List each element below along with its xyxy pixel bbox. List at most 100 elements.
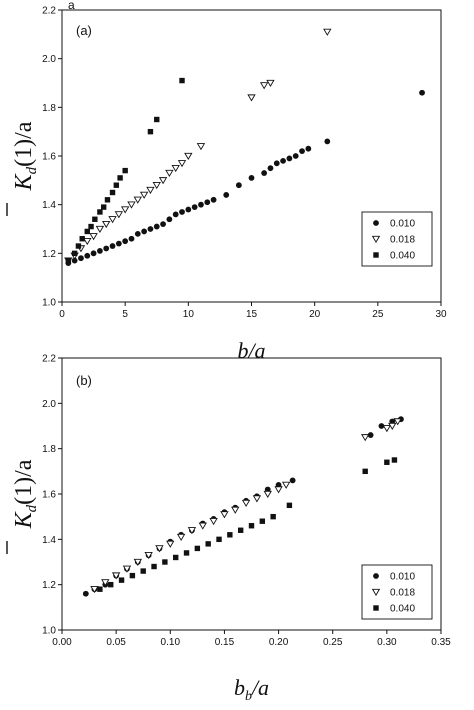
data-point-square (109, 189, 116, 196)
data-point-circle (103, 245, 110, 252)
data-point-square (65, 257, 72, 264)
data-point-circle (292, 153, 299, 159)
y-tick-label: 2.2 (42, 354, 56, 365)
y-tick-label: 1.6 (42, 152, 56, 163)
data-point-circle (280, 157, 286, 164)
data-point-triangle-down (231, 506, 240, 514)
data-point-triangle-down (281, 481, 291, 489)
data-point-triangle-down (220, 511, 229, 519)
x-tick-label: 0.25 (323, 637, 343, 648)
y-axis-title-group: Kd(1)/a (6, 121, 40, 216)
data-point-triangle-down (133, 558, 142, 566)
y-tick-label: 2.2 (42, 6, 56, 17)
data-point-square (179, 77, 185, 84)
data-point-circle (122, 238, 129, 245)
data-point-square (129, 572, 136, 579)
data-point-triangle-down (152, 182, 161, 190)
y-tick-label: 1.2 (42, 580, 56, 591)
data-point-triangle-down (184, 152, 193, 160)
data-point-circle (71, 257, 78, 264)
y-tick-label: 1.2 (42, 249, 56, 260)
data-point-square (173, 554, 179, 561)
data-point-triangle-down (120, 206, 130, 214)
x-tick-label: 0.20 (269, 637, 289, 648)
data-point-square (286, 502, 293, 509)
data-point-triangle-down (263, 490, 272, 498)
x-tick-label: 15 (246, 309, 258, 320)
x-axis-title: bb/a (234, 675, 269, 704)
legend: 0.010 0.018 0.040 (361, 211, 433, 267)
data-point-square (97, 586, 103, 592)
data-point-circle (134, 230, 141, 237)
chart-panel-b: 0.00 0.05 0.10 0.15 0.20 0.25 0.30 0.35 1.0 1.2 1.… (6, 354, 451, 704)
data-point-circle (141, 228, 148, 235)
x-tick-label: 0.15 (215, 637, 235, 648)
legend-label: 0.040 (390, 251, 415, 262)
series-0.040 (65, 77, 185, 264)
data-point-triangle-down (155, 545, 164, 553)
data-point-circle (90, 250, 97, 257)
data-point-square (71, 250, 78, 257)
data-point-triangle-down (196, 143, 206, 151)
x-tick-label: 10 (183, 309, 195, 320)
data-point-triangle-down (165, 169, 174, 177)
data-point-circle (273, 160, 280, 167)
figure-tag: a (68, 0, 75, 12)
x-axis-title-sub: b (245, 689, 252, 704)
legend-marker-square (373, 252, 379, 258)
legend-marker-circle (373, 220, 379, 226)
data-point-triangle-down (122, 565, 132, 573)
data-point-circle (84, 252, 91, 259)
data-point-triangle-down (158, 177, 168, 185)
series-0.010 (65, 89, 425, 266)
legend-label: 0.018 (390, 588, 415, 599)
y-tick-label: 1.8 (42, 444, 56, 455)
data-point-triangle-down (187, 527, 197, 535)
y-axis-title-main: K (11, 510, 37, 529)
data-point-circle (367, 432, 374, 438)
data-point-square (104, 197, 111, 203)
y-tick-label: 1.6 (42, 490, 56, 501)
data-point-triangle-down (388, 422, 397, 430)
data-point-square (237, 527, 244, 533)
legend-marker-triangle-down (371, 588, 381, 596)
data-point-square (122, 167, 128, 174)
data-point-circle (289, 477, 296, 484)
data-point-triangle-down (111, 572, 121, 580)
x-axis-title-tail: /a (250, 675, 269, 700)
data-point-circle (147, 226, 154, 232)
y-axis-title-main: K (11, 172, 37, 191)
data-point-triangle-down (171, 164, 180, 173)
data-point-circle (166, 216, 173, 223)
legend: 0.010 0.018 0.040 (361, 564, 433, 620)
x-axis-title-main: b/a (237, 338, 265, 363)
series-0.018 (90, 418, 402, 594)
x-tick-label: 0.05 (106, 637, 126, 648)
data-point-circle (210, 196, 217, 203)
data-point-circle (419, 89, 425, 96)
data-point-circle (223, 192, 230, 198)
x-tick-label: 0.30 (377, 637, 397, 648)
data-point-square (97, 209, 103, 215)
data-point-triangle-down (139, 191, 149, 199)
data-point-circle (235, 182, 242, 189)
data-point-circle (128, 235, 135, 242)
data-point-square (205, 541, 211, 547)
data-point-square (194, 545, 201, 552)
legend-marker-square (373, 605, 379, 611)
data-point-triangle-down (241, 499, 251, 508)
data-point-circle (78, 255, 84, 262)
data-point-circle (160, 221, 166, 228)
legend-label: 0.010 (390, 219, 415, 230)
x-tick-label: 25 (372, 309, 384, 320)
data-point-triangle-down (133, 196, 142, 204)
data-point-square (183, 550, 190, 556)
data-point-square (79, 236, 85, 242)
data-point-square (75, 243, 82, 249)
y-axis-title-group: Kd(1)/a (6, 459, 40, 554)
y-tick-label: 1.4 (42, 535, 56, 546)
data-point-triangle-down (144, 552, 153, 560)
legend-label: 0.018 (390, 235, 415, 246)
data-point-triangle-down (266, 79, 275, 87)
data-point-triangle-down (90, 586, 99, 594)
